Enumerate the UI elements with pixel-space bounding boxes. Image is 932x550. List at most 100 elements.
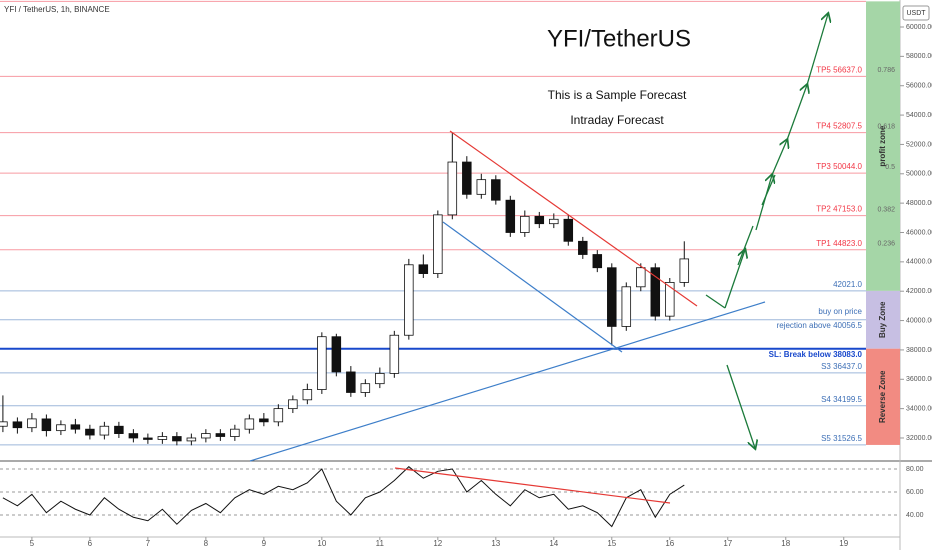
- subtitle: This is a Sample Forecast: [548, 88, 687, 102]
- rsi-tick-label: 60.00: [906, 489, 924, 496]
- arrow: [755, 175, 772, 231]
- fib-label: 0.236: [877, 241, 895, 248]
- y-tick-label: 48000.00: [906, 200, 932, 207]
- level-label: S5 31526.5: [821, 434, 862, 443]
- candle-body: [230, 428, 240, 437]
- level-label: rejection above 40056.5: [777, 321, 863, 330]
- candle-body: [578, 240, 588, 255]
- level-label: TP1 44823.0: [816, 239, 862, 248]
- level-label: S4 34199.5: [821, 395, 862, 404]
- candle-body: [172, 436, 182, 442]
- rsi-line: [2, 466, 685, 528]
- candle-body: [505, 199, 516, 233]
- x-tick-label: 14: [549, 539, 558, 548]
- fib-label: 0.618: [877, 123, 895, 130]
- candle-body: [636, 267, 646, 288]
- candle-body: [215, 433, 226, 437]
- candle-body: [549, 218, 559, 225]
- zone: [866, 348, 900, 445]
- level-label: 42021.0: [833, 280, 862, 289]
- fib-label: 0.786: [877, 67, 895, 74]
- level-label: S3 36437.0: [821, 362, 862, 371]
- zone-label: Reverse Zone: [878, 370, 887, 423]
- arrow: [771, 140, 787, 176]
- forecast-arrows: [705, 14, 828, 448]
- x-tick-label: 6: [88, 539, 93, 548]
- y-tick-label: 32000.00: [906, 435, 932, 442]
- candle-body: [563, 218, 574, 242]
- candle-body: [85, 428, 95, 436]
- x-tick-label: 19: [839, 539, 848, 548]
- trendline: [249, 301, 766, 462]
- candle-body: [259, 418, 269, 423]
- x-tick-label: 8: [204, 539, 209, 548]
- candle-body: [346, 371, 356, 393]
- candle-body: [520, 215, 530, 233]
- y-tick-label: 44000.00: [906, 259, 932, 266]
- fib-label: 0.5: [885, 164, 895, 171]
- candle-body: [157, 436, 168, 440]
- candle-body: [433, 214, 443, 274]
- candle-body: [679, 258, 690, 283]
- y-tick-label: 34000.00: [906, 405, 932, 412]
- rsi-tick-label: 40.00: [906, 512, 924, 519]
- candle-body: [360, 383, 371, 393]
- y-tick-label: 42000.00: [906, 288, 932, 295]
- y-tick-label: 46000.00: [906, 229, 932, 236]
- candle-body: [621, 286, 632, 327]
- candle-body: [302, 389, 313, 401]
- x-tick-label: 10: [317, 539, 326, 548]
- x-tick-label: 16: [665, 539, 674, 548]
- zone-label: profit zone: [878, 125, 887, 166]
- candle-body: [317, 336, 327, 390]
- currency: USDT: [906, 10, 926, 17]
- x-tick-label: 12: [433, 539, 442, 548]
- arrow: [705, 294, 726, 309]
- candle-body: [12, 421, 23, 429]
- y-tick-label: 38000.00: [906, 347, 932, 354]
- y-tick-label: 52000.00: [906, 141, 932, 148]
- zone: [866, 1, 900, 291]
- y-tick-label: 54000.00: [906, 112, 932, 119]
- candle-body: [418, 264, 429, 274]
- buy-note: buy on price: [818, 307, 862, 316]
- arrow: [726, 364, 755, 448]
- y-tick-label: 40000.00: [906, 317, 932, 324]
- candle-body: [404, 264, 414, 336]
- candle-body: [56, 424, 66, 432]
- candle-body: [273, 408, 284, 423]
- candle-body: [375, 373, 385, 385]
- x-tick-label: 15: [607, 539, 616, 548]
- candle-body: [389, 334, 400, 374]
- y-tick-label: 50000.00: [906, 171, 932, 178]
- x-tick-label: 13: [491, 539, 500, 548]
- rsi-tick-label: 80.00: [906, 466, 924, 473]
- candle-body: [201, 433, 211, 439]
- zone: [866, 290, 900, 349]
- chart-title: YFI/TetherUS: [547, 25, 691, 52]
- y-tick-label: 56000.00: [906, 83, 932, 90]
- trendline: [449, 130, 698, 307]
- candle-body: [128, 433, 139, 439]
- candle-body: [665, 281, 675, 317]
- candle-body: [114, 425, 124, 434]
- x-tick-label: 17: [723, 539, 732, 548]
- level-label: TP2 47153.0: [816, 205, 862, 214]
- rsi-trendline: [394, 467, 671, 504]
- arrow: [761, 174, 776, 206]
- level-label: SL: Break below 38083.0: [769, 350, 863, 359]
- y-tick-label: 58000.00: [906, 53, 932, 60]
- y-tick-label: 36000.00: [906, 376, 932, 383]
- level-label: TP5 56637.0: [816, 65, 862, 74]
- x-tick-label: 5: [30, 539, 35, 548]
- candle-body: [476, 179, 487, 195]
- candle-body: [288, 399, 298, 410]
- level-label: TP4 52807.5: [816, 122, 862, 131]
- level-label: TP3 50044.0: [816, 162, 862, 171]
- zone-label: Buy Zone: [878, 301, 887, 338]
- candle-body: [70, 424, 81, 430]
- arrow: [737, 225, 754, 266]
- candle-body: [650, 267, 661, 317]
